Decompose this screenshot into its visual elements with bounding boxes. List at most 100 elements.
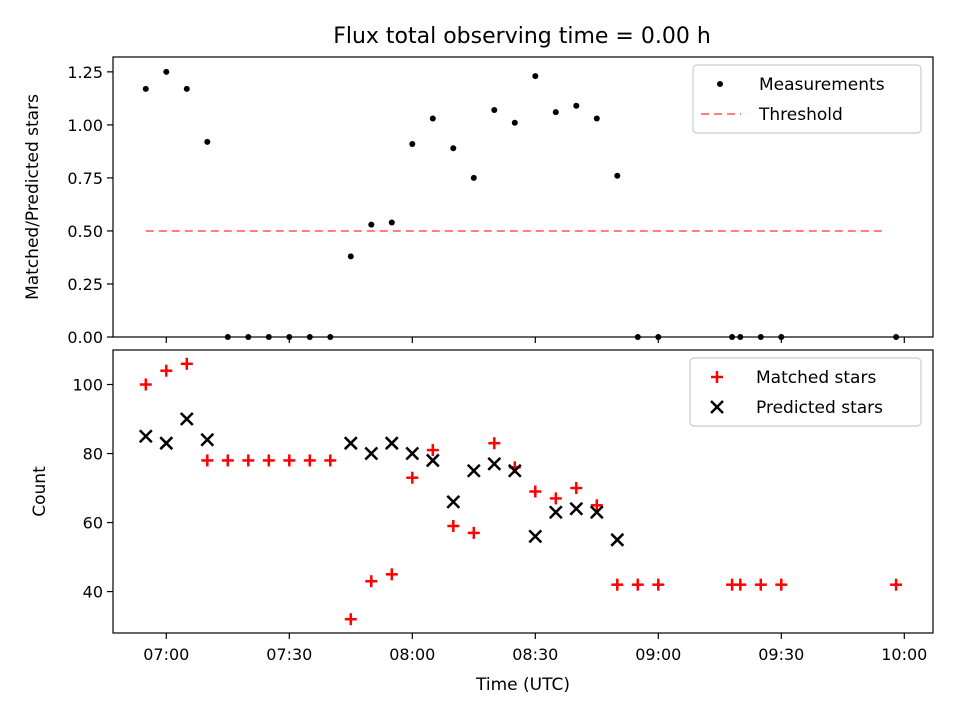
legend-label: Measurements [759,75,885,95]
x-stroke-b [446,494,461,509]
measurement-point [470,174,477,181]
legend-label: Predicted stars [756,398,883,418]
bottom-plot-counts: 40 60 80 100 07:00 07:30 08:00 08:30 09:00 09:30 1… [30,349,934,695]
x-stroke-b [405,446,420,461]
matched-star-point [385,568,398,581]
measurement-point [614,172,621,179]
legend-label: Threshold [758,105,843,125]
measurement-point [573,102,580,109]
x-stroke-b [569,501,584,516]
x-stroke-b [138,429,153,444]
measurement-point [409,140,416,147]
top-legend: Measurements Threshold [692,64,922,134]
measurement-point [491,107,498,114]
top-y-tick-label: 0.75 [67,169,103,188]
x-stroke-b [487,457,502,471]
matched-star-point [590,499,603,512]
top-y-tick-label: 1.25 [67,63,103,82]
matched-star-point [467,526,480,539]
predicted-star-point [364,446,379,461]
matched-star-point [201,454,214,467]
predicted-star-point [384,436,399,451]
matched-star-point [242,454,255,467]
measurement-point [183,85,190,92]
x-stroke-b [610,532,625,547]
x-stroke-b [364,446,379,461]
matched-star-point [406,471,419,484]
bottom-x-tick-label: 07:00 [143,645,189,664]
bottom-legend-box [689,357,922,427]
x-stroke-b [466,463,481,478]
bottom-x-tick-label: 08:30 [512,645,558,664]
top-y-tick-label: 1.00 [67,116,103,135]
legend-marker-predicted [710,400,724,414]
legend-marker-matched [711,371,723,383]
x-stroke-b [528,529,543,544]
matched-star-point [611,578,624,591]
matched-star-point [324,454,337,467]
top-y-tick-label: 0.25 [67,275,103,294]
matched-star-point [139,378,152,391]
bottom-legend: Matched stars Predicted stars [689,357,922,427]
predicted-star-point [200,432,215,447]
bottom-x-tick-label: 08:00 [389,645,435,664]
x-stroke-b [384,436,399,451]
predicted-star-point [446,494,461,509]
bottom-x-tick-label: 09:00 [635,645,681,664]
predicted-star-point [548,505,563,520]
bottom-y-tick-label: 60 [83,514,103,533]
matched-star-point [529,485,542,498]
predicted-star-point [425,453,440,468]
bottom-axes-frame [112,349,934,634]
top-axes-frame [112,56,934,338]
matched-star-point [549,492,562,505]
matched-star-point [775,578,788,591]
matched-star-point [344,613,357,626]
bottom-x-tick-label: 09:30 [758,645,804,664]
matched-star-point [890,578,903,591]
matched-star-point [160,364,173,377]
measurement-point [552,109,559,116]
predicted-star-point [466,463,481,478]
predicted-star-point [487,457,502,471]
x-stroke-b [200,432,215,447]
predicted-star-point [528,529,543,544]
matched-star-point [652,578,665,591]
bottom-x-tick-label: 07:30 [266,645,312,664]
matched-star-point [631,578,644,591]
figure-title: Flux total observing time = 0.00 h [333,24,711,49]
matched-star-point [447,520,460,533]
predicted-star-point [138,429,153,444]
bottom-y-axis-label: Count [30,466,50,517]
x-stroke-b [159,436,174,451]
measurement-point [347,253,354,260]
matched-star-point [426,444,439,457]
top-legend-box [692,64,922,134]
matched-star-point [570,482,583,495]
x-stroke-b [425,453,440,468]
matched-star-point [221,454,234,467]
top-y-axis-label: Matched/Predicted stars [23,94,43,300]
predicted-star-point [569,501,584,516]
top-plot-ratio: 0.00 0.25 0.50 0.75 1.00 1.25 Matched/Predicte… [23,56,934,347]
matched-star-point [303,454,316,467]
matched-star-point [488,437,501,450]
measurement-point [429,115,436,122]
measurement-point [593,115,600,122]
measurement-point [532,73,539,80]
measurement-point [388,219,395,226]
x-stroke-b [548,505,563,520]
matched-star-point [283,454,296,467]
predicted-star-point [179,412,194,426]
predicted-star-point [343,436,358,451]
legend-marker-measurements [717,81,723,87]
measurement-point [450,145,457,152]
x-stroke-b [507,463,522,478]
measurement-point [204,138,211,145]
matched-star-point [754,578,767,591]
predicted-star-point [589,505,604,520]
measurement-point [511,119,518,126]
bottom-y-tick-label: 100 [72,376,103,395]
x-stroke-b [710,400,724,414]
